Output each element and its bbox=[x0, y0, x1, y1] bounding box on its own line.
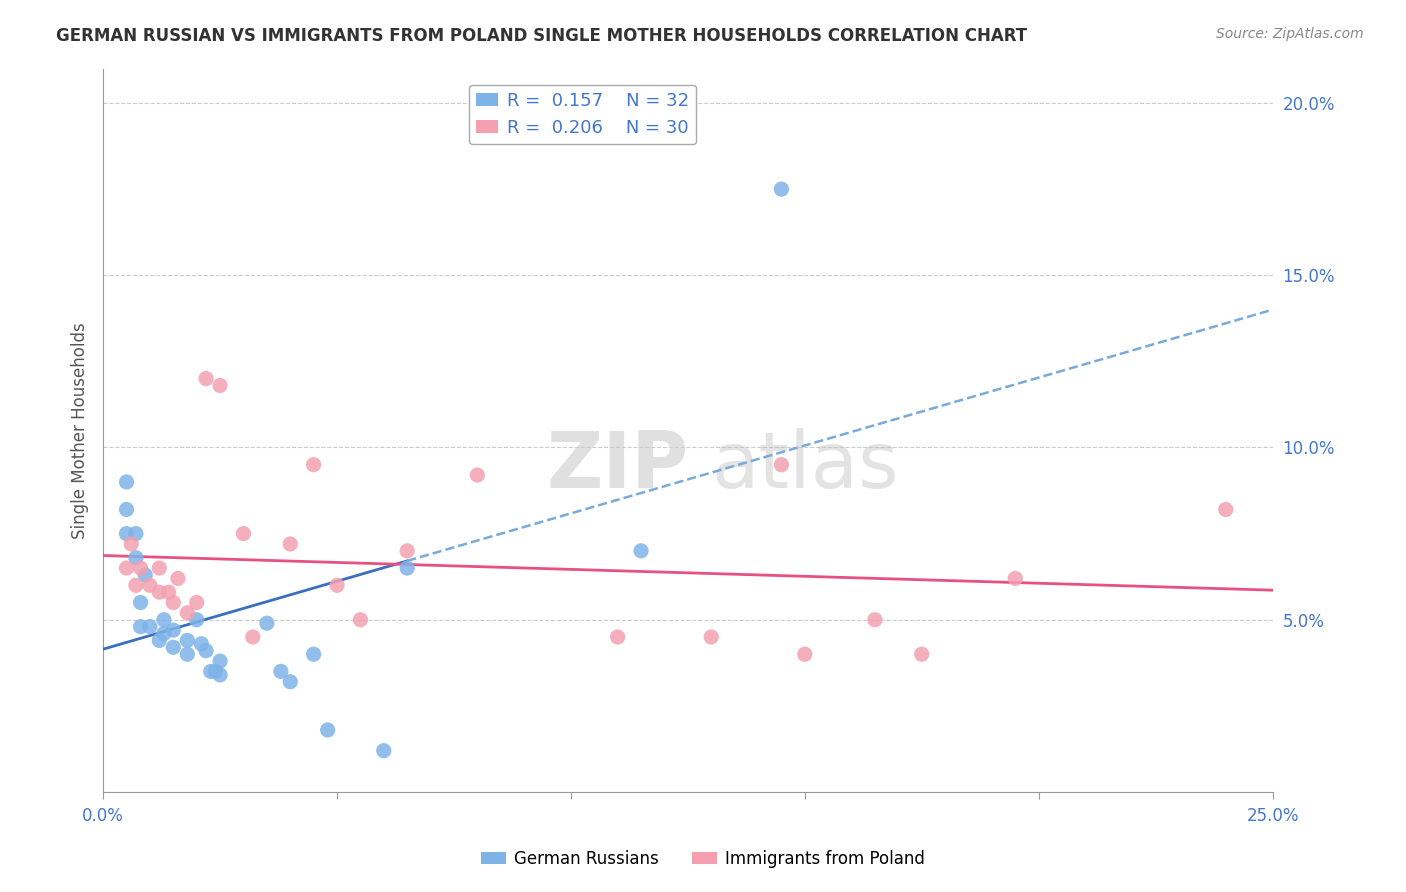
Point bbox=[139, 620, 162, 634]
Point bbox=[153, 613, 176, 627]
Point bbox=[186, 595, 208, 609]
Point bbox=[129, 595, 152, 609]
Point bbox=[302, 647, 325, 661]
Point bbox=[373, 744, 395, 758]
Point bbox=[232, 526, 254, 541]
Point bbox=[190, 637, 212, 651]
Text: ZIP: ZIP bbox=[547, 428, 689, 505]
Point bbox=[396, 561, 419, 575]
Point bbox=[256, 616, 278, 631]
Point bbox=[396, 544, 419, 558]
Point bbox=[125, 578, 148, 592]
Point bbox=[125, 526, 148, 541]
Point bbox=[278, 674, 301, 689]
Point bbox=[148, 633, 170, 648]
Point bbox=[115, 502, 138, 516]
Point bbox=[162, 640, 184, 655]
Point bbox=[1215, 502, 1237, 516]
Point bbox=[911, 647, 934, 661]
Point bbox=[157, 585, 180, 599]
Point bbox=[467, 468, 489, 483]
Point bbox=[186, 613, 208, 627]
Point bbox=[162, 595, 184, 609]
Point bbox=[148, 585, 170, 599]
Point bbox=[700, 630, 723, 644]
Point bbox=[630, 544, 652, 558]
Point bbox=[195, 371, 218, 385]
Point bbox=[316, 723, 339, 737]
Text: 25.0%: 25.0% bbox=[1246, 807, 1299, 825]
Point bbox=[125, 550, 148, 565]
Point bbox=[134, 568, 156, 582]
Point bbox=[770, 182, 793, 196]
Point bbox=[278, 537, 301, 551]
Point bbox=[148, 561, 170, 575]
Point bbox=[770, 458, 793, 472]
Point bbox=[139, 578, 162, 592]
Text: 0.0%: 0.0% bbox=[82, 807, 124, 825]
Point bbox=[863, 613, 886, 627]
Text: GERMAN RUSSIAN VS IMMIGRANTS FROM POLAND SINGLE MOTHER HOUSEHOLDS CORRELATION CH: GERMAN RUSSIAN VS IMMIGRANTS FROM POLAND… bbox=[56, 27, 1028, 45]
Point bbox=[115, 561, 138, 575]
Point bbox=[209, 654, 232, 668]
Point bbox=[793, 647, 815, 661]
Point bbox=[176, 633, 198, 648]
Point bbox=[270, 665, 292, 679]
Legend: R =  0.157    N = 32, R =  0.206    N = 30: R = 0.157 N = 32, R = 0.206 N = 30 bbox=[470, 85, 696, 145]
Point bbox=[606, 630, 628, 644]
Point bbox=[209, 668, 232, 682]
Point bbox=[195, 644, 218, 658]
Point bbox=[153, 626, 176, 640]
Point bbox=[176, 647, 198, 661]
Point bbox=[204, 665, 226, 679]
Y-axis label: Single Mother Households: Single Mother Households bbox=[72, 322, 89, 539]
Point bbox=[209, 378, 232, 392]
Point bbox=[115, 475, 138, 489]
Text: atlas: atlas bbox=[711, 428, 898, 505]
Point bbox=[200, 665, 222, 679]
Point bbox=[326, 578, 349, 592]
Point bbox=[176, 606, 198, 620]
Point bbox=[349, 613, 371, 627]
Legend: German Russians, Immigrants from Poland: German Russians, Immigrants from Poland bbox=[474, 844, 932, 875]
Point bbox=[167, 571, 190, 585]
Text: Source: ZipAtlas.com: Source: ZipAtlas.com bbox=[1216, 27, 1364, 41]
Point bbox=[302, 458, 325, 472]
Point bbox=[129, 561, 152, 575]
Point bbox=[1004, 571, 1026, 585]
Point bbox=[129, 620, 152, 634]
Point bbox=[120, 537, 142, 551]
Point bbox=[162, 623, 184, 637]
Point bbox=[115, 526, 138, 541]
Point bbox=[242, 630, 264, 644]
